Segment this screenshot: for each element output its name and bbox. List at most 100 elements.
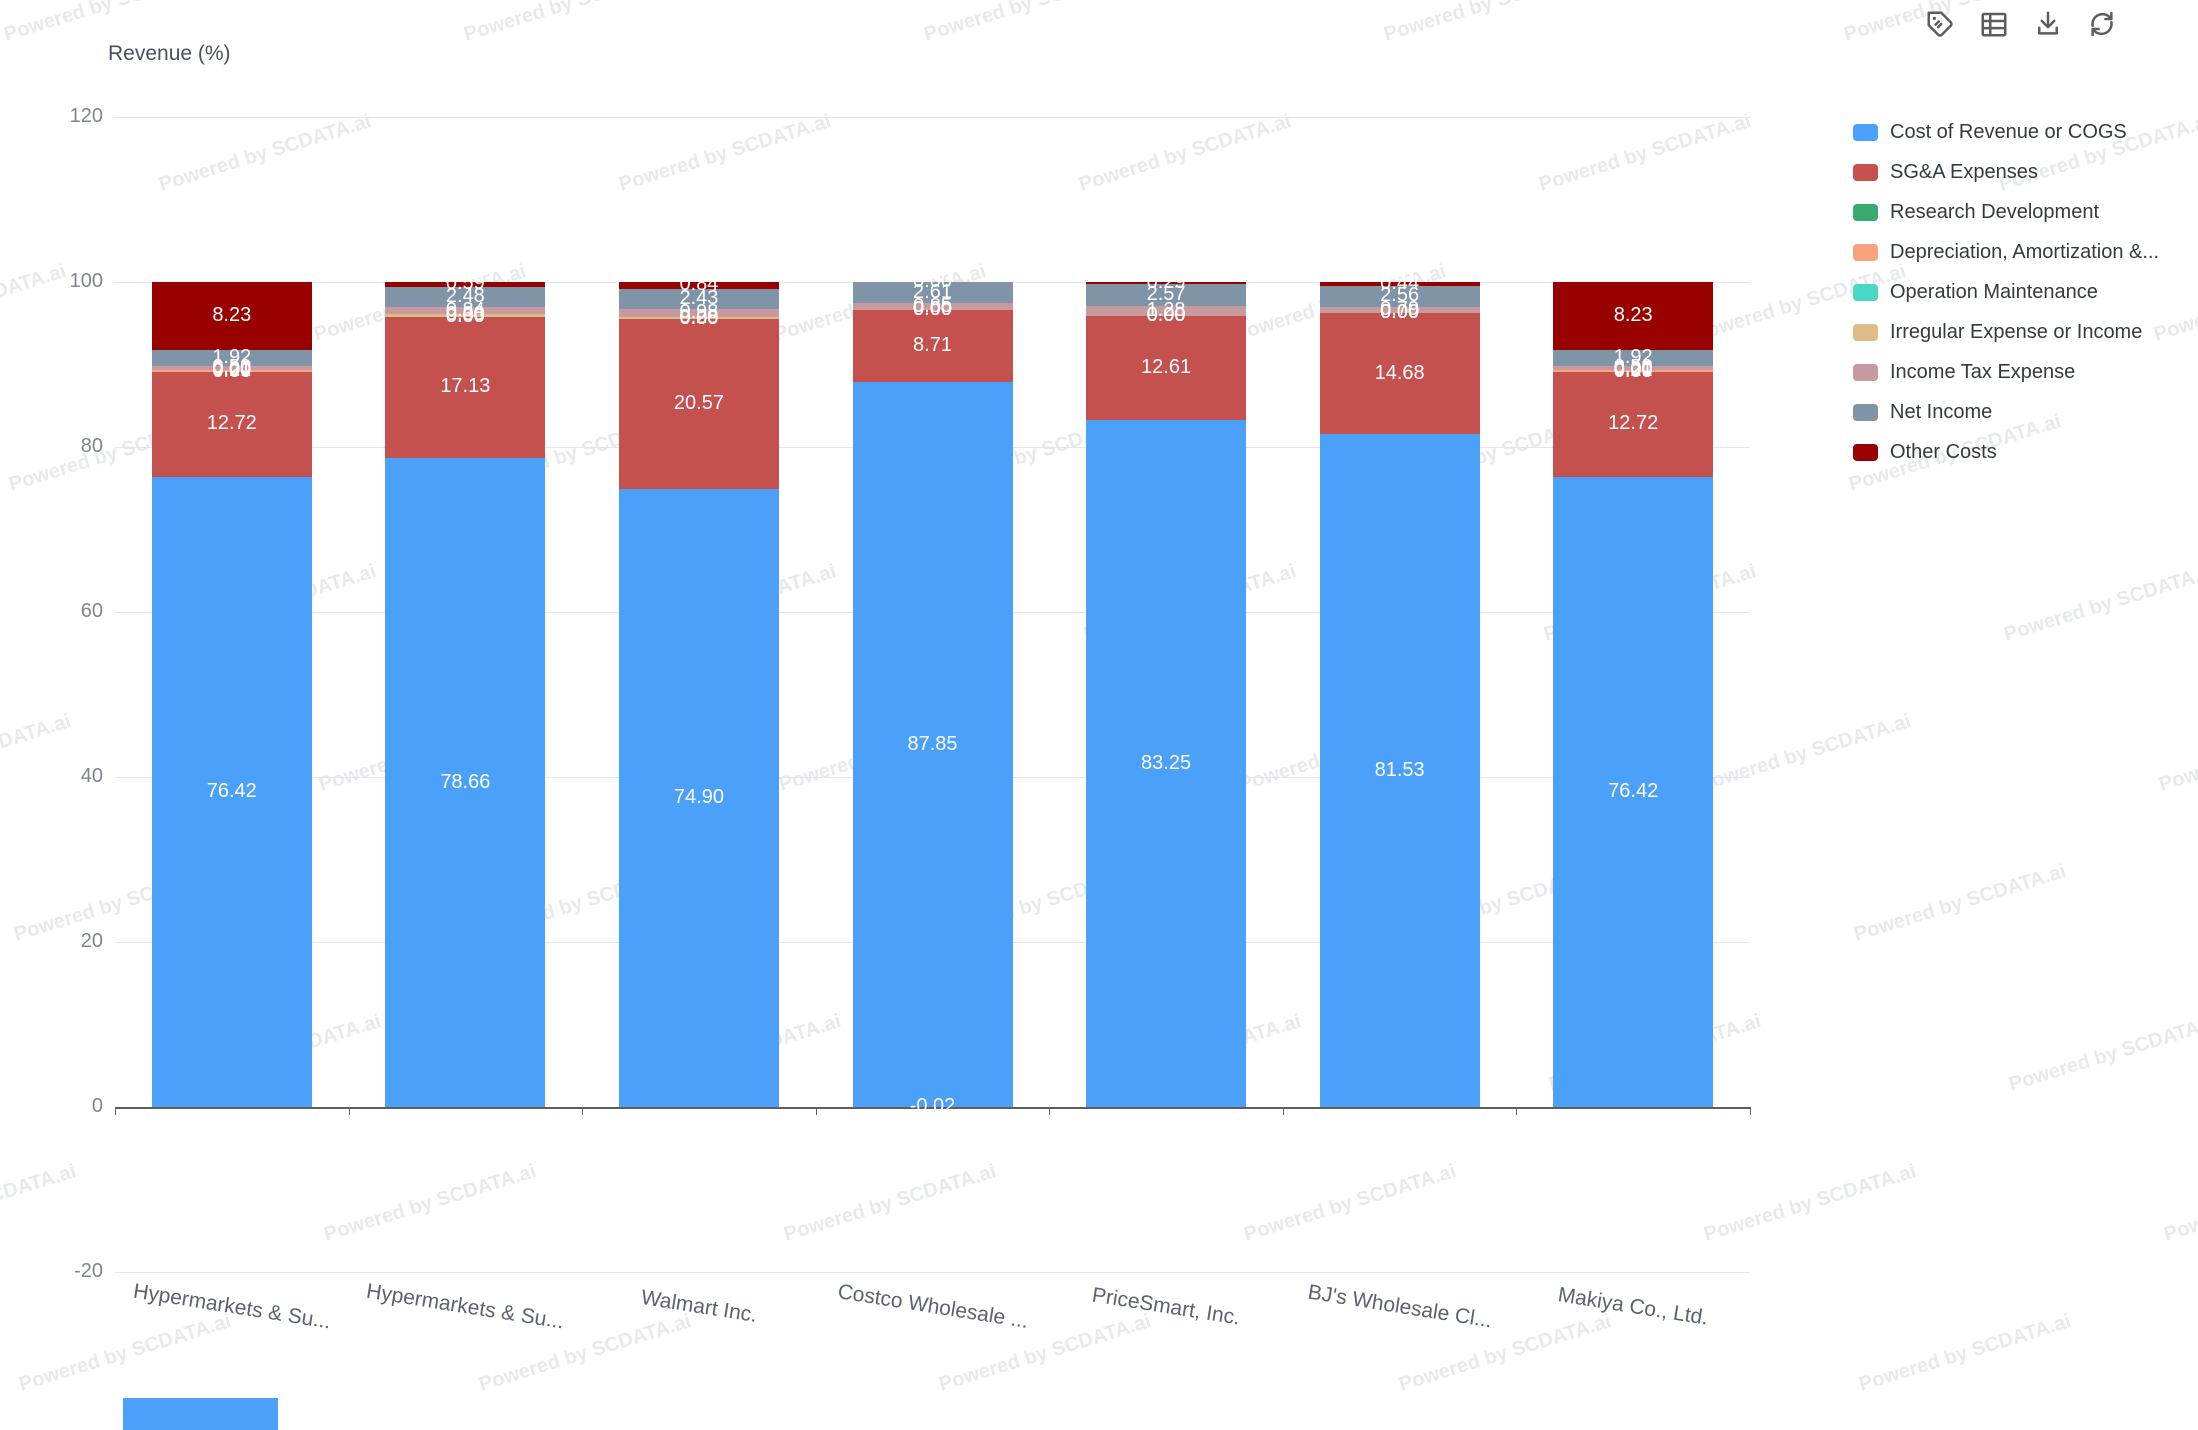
download-icon[interactable] xyxy=(2032,8,2064,40)
bar-segment[interactable] xyxy=(1319,306,1480,314)
gridline xyxy=(115,1272,1750,1273)
watermark-text: Powered by SCDATA.ai xyxy=(1536,110,1754,196)
bar-segment[interactable] xyxy=(618,282,779,289)
y-tick-label: 20 xyxy=(80,930,103,952)
watermark-text: Powered by SCDATA.ai xyxy=(1241,1160,1459,1246)
legend-label: Research Development xyxy=(1890,200,2099,223)
legend-label: Income Tax Expense xyxy=(1890,360,2076,383)
category-axis-tick xyxy=(1516,1107,1518,1115)
legend-swatch xyxy=(1853,283,1878,301)
legend-label: Operation Maintenance xyxy=(1890,280,2098,303)
y-tick-label: 0 xyxy=(91,1095,103,1117)
watermark-text: Powered by SCDATA.ai xyxy=(2001,560,2198,646)
watermark-text: Powered by SCDATA.ai xyxy=(1856,1310,2074,1396)
watermark-text: Powered by SCDATA.ai xyxy=(1,0,219,46)
partially-visible-blue-element xyxy=(123,1398,278,1430)
bar-segment[interactable] xyxy=(1319,313,1480,435)
legend-swatch xyxy=(1853,203,1878,221)
y-tick-label: 80 xyxy=(80,435,103,457)
watermark-text: Powered by SCDATA.ai xyxy=(2156,710,2198,796)
y-tick-label: 40 xyxy=(80,765,103,787)
legend-item[interactable]: Research Development xyxy=(1853,198,2159,226)
watermark-text: Powered by SCDATA.ai xyxy=(1381,0,1599,46)
bar-segment[interactable] xyxy=(1319,282,1480,286)
bar-segment[interactable] xyxy=(1553,476,1714,1107)
chart-toolbar xyxy=(1924,8,2118,40)
legend-label: Depreciation, Amortization &... xyxy=(1890,240,2160,263)
watermark-text: Powered by SCDATA.ai xyxy=(616,110,834,196)
bar-segment[interactable] xyxy=(852,303,1013,311)
legend-label: Other Costs xyxy=(1890,440,1997,463)
y-tick-label: -20 xyxy=(74,1260,103,1282)
tag-icon[interactable] xyxy=(1924,8,1956,40)
legend-swatch xyxy=(1853,443,1878,461)
y-tick-label: 120 xyxy=(69,105,103,127)
bar-segment[interactable] xyxy=(618,489,779,1107)
bar-segment[interactable] xyxy=(1086,316,1247,421)
bar-segment[interactable] xyxy=(1553,365,1714,370)
watermark-text: Powered by SCDATA.ai xyxy=(321,1160,539,1246)
bar-segment[interactable] xyxy=(618,319,779,490)
watermark-text: Powered by SCDATA.ai xyxy=(1076,110,1294,196)
bar-segment[interactable] xyxy=(151,349,312,366)
bar-segment[interactable] xyxy=(1086,420,1247,1107)
bar-segment[interactable] xyxy=(1553,371,1714,477)
bar-segment[interactable] xyxy=(385,307,546,315)
category-axis-tick xyxy=(815,1107,817,1115)
legend-item[interactable]: Other Costs xyxy=(1853,438,2159,466)
watermark-text: Powered by SCDATA.ai xyxy=(2006,1010,2198,1096)
bar-segment[interactable] xyxy=(151,369,312,372)
bar-segment[interactable] xyxy=(385,286,546,308)
legend-item[interactable]: Net Income xyxy=(1853,398,2159,426)
bar-segment[interactable] xyxy=(151,476,312,1107)
refresh-icon[interactable] xyxy=(2086,8,2118,40)
y-tick-label: 100 xyxy=(69,270,103,292)
legend-item[interactable]: Irregular Expense or Income xyxy=(1853,318,2159,346)
category-axis-tick xyxy=(115,1107,116,1115)
bar-segment[interactable] xyxy=(385,314,546,317)
bar-segment[interactable] xyxy=(852,281,1013,304)
legend-item[interactable]: Income Tax Expense xyxy=(1853,358,2159,386)
watermark-text: Powered by SCDATA.ai xyxy=(1701,1160,1919,1246)
bar-segment[interactable] xyxy=(1319,434,1480,1107)
bar-segment[interactable] xyxy=(1086,284,1247,306)
legend-label: Irregular Expense or Income xyxy=(1890,320,2143,343)
bar-segment[interactable] xyxy=(151,282,312,350)
category-axis-tick xyxy=(348,1107,350,1115)
legend-item[interactable]: SG&A Expenses xyxy=(1853,158,2159,186)
bar-segment[interactable] xyxy=(1319,285,1480,307)
legend: Cost of Revenue or COGS SG&A Expenses Rese… xyxy=(1853,118,2159,478)
watermark-text: Powered by SCDATA.ai xyxy=(1696,710,1914,796)
bar-segment[interactable] xyxy=(385,458,546,1107)
bar-segment[interactable] xyxy=(852,382,1013,1107)
bar-segment[interactable] xyxy=(1086,305,1247,317)
bar-segment[interactable] xyxy=(151,365,312,370)
category-axis-tick xyxy=(582,1107,584,1115)
legend-swatch xyxy=(1853,363,1878,381)
watermark-text: Powered by SCDATA.ai xyxy=(156,110,374,196)
y-tick-label: 60 xyxy=(80,600,103,622)
watermark-text: Powered by SCDATA.ai xyxy=(0,1160,79,1245)
watermark-text: Powered by SCDATA.ai xyxy=(1851,860,2069,946)
bar-segment[interactable] xyxy=(1086,282,1247,285)
legend-item[interactable]: Cost of Revenue or COGS xyxy=(1853,118,2159,146)
bar-segment[interactable] xyxy=(618,317,779,320)
bar-segment[interactable] xyxy=(151,371,312,477)
bar-segment[interactable] xyxy=(385,316,546,459)
legend-swatch xyxy=(1853,323,1878,341)
bar-segment[interactable] xyxy=(618,308,779,318)
bar-segment[interactable] xyxy=(1553,282,1714,350)
bar-segment[interactable] xyxy=(618,288,779,309)
bar-segment[interactable] xyxy=(852,310,1013,383)
legend-item[interactable]: Depreciation, Amortization &... xyxy=(1853,238,2159,266)
legend-swatch xyxy=(1853,163,1878,181)
legend-item[interactable]: Operation Maintenance xyxy=(1853,278,2159,306)
legend-swatch xyxy=(1853,403,1878,421)
legend-swatch xyxy=(1853,243,1878,261)
table-view-icon[interactable] xyxy=(1978,8,2010,40)
bar-segment[interactable] xyxy=(1553,369,1714,372)
bar-segment[interactable] xyxy=(385,282,546,287)
bar-segment[interactable] xyxy=(1553,349,1714,366)
category-axis-tick xyxy=(1750,1107,1751,1115)
